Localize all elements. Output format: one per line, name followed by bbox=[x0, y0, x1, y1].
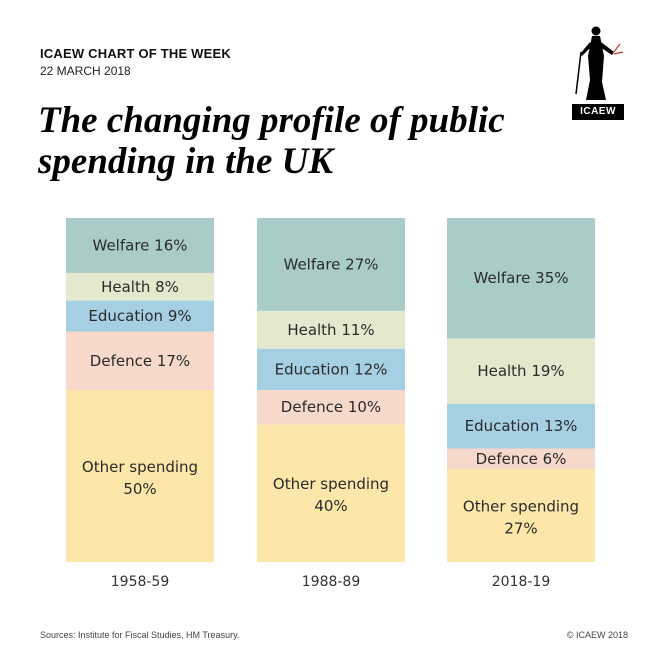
data-label-defence-1988-89: Defence 10% bbox=[281, 398, 381, 416]
bar-segment-health-1988-89 bbox=[257, 310, 405, 349]
data-label-education-1988-89: Education 12% bbox=[275, 360, 388, 378]
x-tick-label-1958-59: 1958-59 bbox=[111, 574, 170, 590]
data-label-welfare-1988-89: Welfare 27% bbox=[284, 255, 379, 273]
bar-segment-education-2018-19 bbox=[447, 403, 595, 449]
bar-segment-other-spending-2018-19 bbox=[447, 469, 595, 562]
bar-segment-defence-1988-89 bbox=[257, 390, 405, 425]
data-label-other-spending-1988-89: Other spending 40% bbox=[273, 475, 389, 515]
chart-title: The changing profile of public spending … bbox=[38, 100, 505, 182]
x-tick-label-1988-89: 1988-89 bbox=[302, 574, 361, 590]
icaew-logo: ICAEW bbox=[568, 22, 628, 122]
data-label-health-1958-59: Health 8% bbox=[101, 278, 179, 296]
bar-segment-education-1988-89 bbox=[257, 348, 405, 390]
bar-segment-health-1958-59 bbox=[66, 273, 214, 301]
chart-date: 22 MARCH 2018 bbox=[40, 64, 131, 78]
bar-segment-other-spending-1988-89 bbox=[257, 424, 405, 562]
data-label-defence-2018-19: Defence 6% bbox=[476, 450, 567, 468]
data-label-health-2018-19: Health 19% bbox=[477, 362, 564, 380]
bar-segment-defence-1958-59 bbox=[66, 331, 214, 390]
chart-source: Sources: Institute for Fiscal Studies, H… bbox=[40, 630, 240, 640]
bar-segment-education-1958-59 bbox=[66, 300, 214, 332]
bar-segment-health-2018-19 bbox=[447, 338, 595, 404]
bar-segment-welfare-1958-59 bbox=[66, 218, 214, 274]
chart-copyright: © ICAEW 2018 bbox=[566, 630, 628, 640]
data-label-education-1958-59: Education 9% bbox=[88, 307, 191, 325]
data-label-health-1988-89: Health 11% bbox=[287, 321, 374, 339]
bar-segment-welfare-2018-19 bbox=[447, 218, 595, 339]
chart-kicker: ICAEW CHART OF THE WEEK bbox=[40, 46, 231, 61]
stacked-bar-chart: Other spending 50% Defence 17% Education 9%… bbox=[66, 218, 595, 590]
bar-segment-defence-2018-19 bbox=[447, 448, 595, 470]
data-label-welfare-1958-59: Welfare 16% bbox=[93, 237, 188, 255]
data-label-other-spending-2018-19: Other spending 27% bbox=[463, 498, 579, 538]
data-label-defence-1958-59: Defence 17% bbox=[90, 352, 190, 370]
bar-segment-welfare-1988-89 bbox=[257, 218, 405, 311]
justice-figure-icon bbox=[575, 26, 624, 100]
data-label-education-2018-19: Education 13% bbox=[465, 417, 578, 435]
x-tick-label-2018-19: 2018-19 bbox=[492, 574, 551, 590]
icaew-logo-text: ICAEW bbox=[572, 104, 624, 120]
data-label-welfare-2018-19: Welfare 35% bbox=[474, 269, 569, 287]
bar-segment-other-spending-1958-59 bbox=[66, 390, 214, 562]
data-label-other-spending-1958-59: Other spending 50% bbox=[82, 458, 198, 498]
